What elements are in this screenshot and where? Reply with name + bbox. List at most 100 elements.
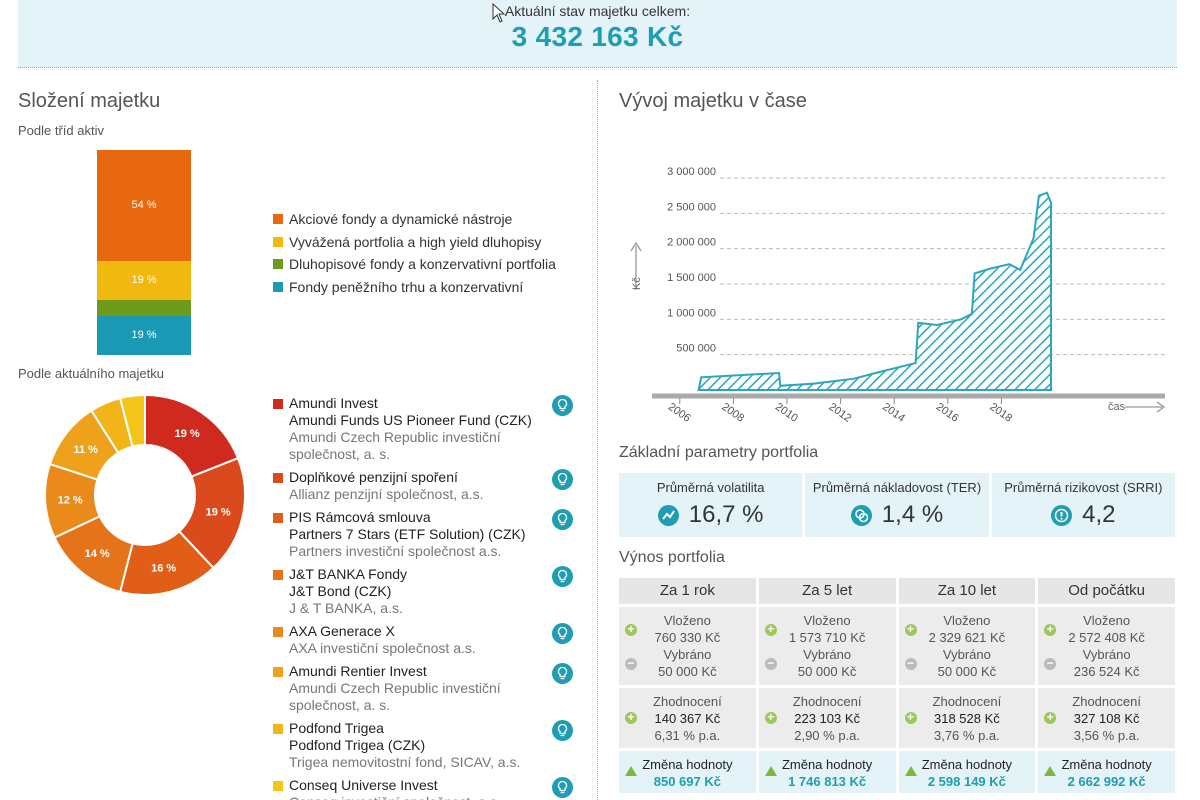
donut-slice-label: 19 % [206, 506, 231, 518]
donut-slice-label: 16 % [151, 563, 176, 575]
gain-pa: 2,90 % p.a. [794, 728, 861, 743]
param-label: Průměrná rizikovost (SRRI) [1004, 480, 1163, 495]
lightbulb-icon[interactable] [552, 720, 573, 741]
lightbulb-icon[interactable] [552, 663, 573, 684]
plus-icon [904, 709, 917, 726]
arrow-up-icon [1044, 766, 1057, 776]
gain-value: 327 108 Kč [1073, 711, 1140, 726]
plus-icon [764, 621, 777, 638]
param-label: Průměrná nákladovost (TER) [812, 480, 982, 495]
x-tick-label: 2016 [934, 401, 961, 425]
alert-icon [1051, 504, 1073, 526]
withdrawn-value: 50 000 Kč [658, 664, 717, 679]
plus-icon [625, 709, 637, 726]
product-name: Amundi Invest [289, 395, 378, 411]
change-label: Změna hodnoty [781, 757, 873, 772]
product-swatch [273, 667, 283, 677]
bar-segment: 19 % [97, 260, 191, 300]
asset-donut-chart: 19 % 19 % 16 % 14 % 12 % 11 % [44, 393, 246, 596]
lightbulb-icon[interactable] [552, 623, 573, 644]
period-header: Za 10 let [898, 578, 1036, 604]
total-assets-value: 3 432 163 Kč [511, 21, 684, 52]
x-tick-label: 2008 [719, 401, 746, 425]
legend-swatch [273, 259, 283, 270]
withdrawn-value: 50 000 Kč [937, 664, 997, 679]
product-company: Allianz penzijní společnost, a.s. [289, 486, 484, 502]
product-swatch [273, 627, 283, 637]
change-label: Změna hodnoty [921, 757, 1013, 772]
change-block: Změna hodnoty 850 697 Kč [619, 751, 756, 793]
cashflow-block: Vloženo 2 329 621 Kč Vybráno 50 000 Kč [898, 607, 1036, 685]
gain-label: Zhodnocení [932, 694, 1002, 709]
plus-icon [904, 621, 917, 638]
legend-item: Fondy peněžního trhu a konzervativní [273, 276, 556, 299]
product-item[interactable]: Amundi Invest Amundi Funds US Pioneer Fun… [273, 395, 583, 463]
history-title: Vývoj majetku v čase [619, 90, 807, 112]
x-tick-label: 2018 [987, 401, 1014, 425]
period-header: Za 5 let [758, 578, 896, 604]
gain-pa: 3,76 % p.a. [933, 728, 1000, 743]
product-item[interactable]: AXA Generace X AXA investiční společnost … [273, 623, 583, 657]
product-name: Conseq Universe Invest [289, 777, 438, 793]
legend-label: Vyvážená portfolia a high yield dluhopis… [289, 233, 542, 250]
y-tick-label: 2 500 000 [667, 201, 716, 213]
minus-icon [1044, 655, 1057, 672]
product-name: J&T BANKA Fondy [289, 566, 408, 582]
returns-title: Výnos portfolia [619, 549, 725, 566]
lightbulb-icon[interactable] [552, 395, 573, 416]
arrow-up-icon [764, 766, 777, 776]
x-tick-label: 2006 [666, 401, 693, 425]
legend-item: Vyvážená portfolia a high yield dluhopis… [273, 231, 556, 254]
x-axis-label: čas [1108, 401, 1126, 413]
donut-slice-label: 11 % [74, 444, 99, 456]
product-swatch [273, 724, 283, 734]
lightbulb-icon[interactable] [552, 566, 573, 587]
change-block: Změna hodnoty 1 746 813 Kč [758, 751, 896, 793]
legend-swatch [273, 236, 283, 247]
cashflow-block: Vloženo 1 573 710 Kč Vybráno 50 000 Kč [758, 607, 896, 685]
lightbulb-icon[interactable] [552, 509, 573, 530]
product-company: AXA investiční společnost a.s. [289, 640, 476, 656]
product-item[interactable]: Podfond Trigea Podfond Trigea (CZK) Trigea… [273, 720, 583, 771]
gain-block: Zhodnocení 140 367 Kč 6,31 % p.a. [619, 688, 756, 748]
product-company: Amundi Czech Republic investiční společn… [289, 680, 501, 713]
mouse-cursor-icon [492, 3, 506, 23]
change-value: 2 662 992 Kč [1067, 774, 1146, 789]
returns-column: Od počátku Vloženo 2 572 408 Kč Vybráno … [1038, 578, 1175, 793]
product-list: Amundi Invest Amundi Funds US Pioneer Fun… [273, 395, 583, 800]
x-tick-label: 2010 [773, 401, 800, 425]
lightbulb-icon[interactable] [552, 777, 573, 798]
bar-segment-label: 19 % [131, 329, 157, 342]
plus-icon [764, 709, 777, 726]
total-assets-banner: Aktuální stav majetku celkem: 3 432 163 … [18, 0, 1177, 68]
total-assets-label: Aktuální stav majetku celkem: [504, 3, 691, 19]
x-tick-label: 2014 [880, 401, 907, 425]
product-item[interactable]: PIS Rámcová smlouva Partners 7 Stars (ETF… [273, 509, 583, 560]
asset-class-legend: Akciové fondy a dynamické nástroje Vyváže… [273, 208, 556, 298]
parameters-title: Základní parametry portfolia [619, 444, 819, 461]
change-block: Změna hodnoty 2 598 149 Kč [898, 751, 1036, 793]
lightbulb-icon[interactable] [552, 469, 573, 490]
withdrawn-label: Vybráno [803, 647, 852, 662]
deposited-value: 1 573 710 Kč [788, 630, 866, 645]
product-item[interactable]: Amundi Rentier Invest Amundi Czech Republ… [273, 663, 583, 714]
product-item[interactable]: Doplňkové penzijní spoření Allianz penzij… [273, 469, 583, 503]
portfolio-parameters: Průměrná volatilita 16,7 % Průměrná nákl… [619, 473, 1175, 537]
param-label: Průměrná volatilita [656, 480, 765, 495]
change-value: 2 598 149 Kč [927, 774, 1006, 789]
param-value: 1,4 % [881, 501, 944, 528]
gain-value: 140 367 Kč [654, 711, 721, 726]
cashflow-block: Vloženo 2 572 408 Kč Vybráno 236 524 Kč [1038, 607, 1175, 685]
product-item[interactable]: J&T BANKA Fondy J&T Bond (CZK) J & T BANKA… [273, 566, 583, 617]
bar-segment [97, 299, 191, 317]
withdrawn-label: Vybráno [663, 647, 712, 662]
product-item[interactable]: Conseq Universe InvestConseq investiční … [273, 777, 583, 800]
arrow-up-icon [904, 766, 917, 776]
legend-label: Fondy peněžního trhu a konzervativní [289, 278, 524, 295]
deposited-value: 760 330 Kč [654, 630, 721, 645]
product-company: J & T BANKA, a.s. [289, 600, 403, 616]
by-class-title: Podle tříd aktiv [18, 123, 104, 138]
legend-label: Akciové fondy a dynamické nástroje [289, 211, 513, 228]
product-fund: J&T Bond (CZK) [289, 583, 392, 599]
product-swatch [273, 781, 283, 791]
